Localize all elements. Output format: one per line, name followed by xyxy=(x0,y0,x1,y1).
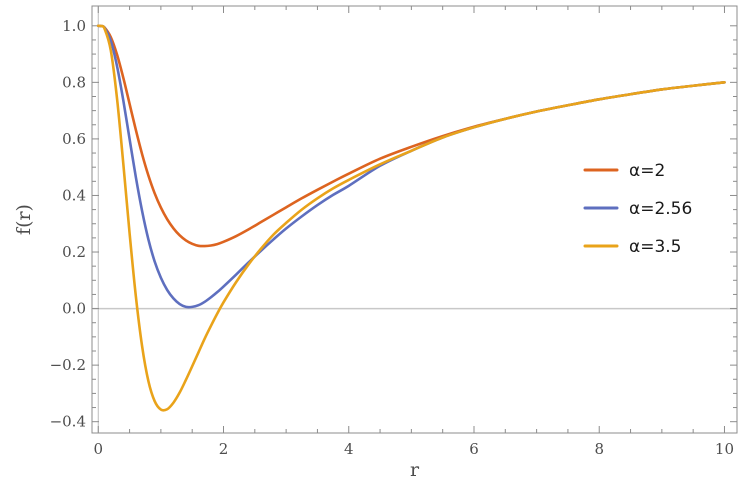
x-tick-label: 4 xyxy=(344,440,354,458)
y-tick-label: 0.0 xyxy=(62,300,86,318)
x-axis-label: r xyxy=(410,459,420,481)
x-tick-label: 8 xyxy=(594,440,604,458)
legend-label-3: α=3.5 xyxy=(629,237,682,257)
y-tick-label: 1.0 xyxy=(62,17,86,35)
axes: 0 2 4 6 8 10 −0.4 −0.2 0.0 0.2 0.4 0.6 0.8 1.0 xyxy=(50,5,738,458)
y-tick-label: 0.8 xyxy=(62,73,86,91)
x-tick-label: 10 xyxy=(715,440,734,458)
legend: α=2 α=2.56 α=3.5 xyxy=(583,161,692,257)
series-line-3 xyxy=(96,24,726,412)
y-tick-label: 0.4 xyxy=(62,186,86,204)
legend-label-2: α=2.56 xyxy=(629,199,692,219)
y-tick-label: −0.4 xyxy=(50,413,86,431)
plot-area xyxy=(96,24,726,412)
x-tick-label: 6 xyxy=(469,440,479,458)
y-tick-label: 0.2 xyxy=(62,243,86,261)
plot-frame xyxy=(91,5,738,434)
y-tick-label: −0.2 xyxy=(50,356,86,374)
y-tick-label: 0.6 xyxy=(62,130,86,148)
x-tick-label: 2 xyxy=(219,440,229,458)
legend-label-1: α=2 xyxy=(629,161,665,181)
y-axis-label: f(r) xyxy=(13,204,35,235)
x-tick-label: 0 xyxy=(93,440,103,458)
